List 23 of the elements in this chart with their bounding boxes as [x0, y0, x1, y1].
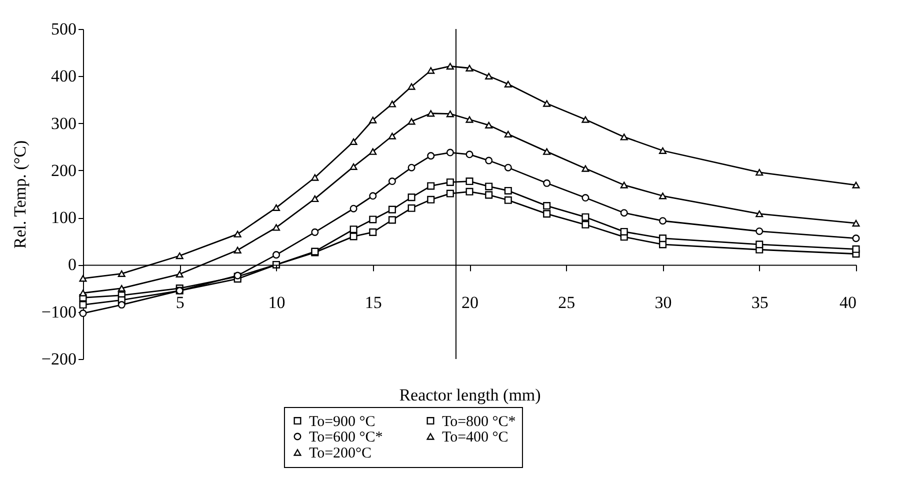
x-tick-label: 40: [840, 293, 856, 312]
y-tick-label: 400: [51, 66, 76, 86]
x-tick-label: 35: [751, 293, 768, 312]
y-tick-label: 300: [51, 114, 76, 133]
x-tick-label: 5: [176, 293, 184, 312]
y-tick-label: −100: [41, 302, 76, 322]
x-tick-label: 30: [654, 293, 672, 312]
legend-label: To=400 °C: [442, 430, 508, 446]
x-tick-label: 25: [558, 293, 576, 312]
y-tick-label: 100: [51, 208, 76, 228]
y-tick-label: −200: [41, 350, 76, 368]
y-tick-label: 500: [51, 20, 76, 38]
x-tick-label: 10: [268, 293, 286, 312]
legend-label: To=900 °C: [308, 414, 376, 430]
y-tick-label: 200: [51, 160, 76, 180]
y-tick-label: 0: [68, 255, 76, 274]
y-axis-title: Rel. Temp. (°C): [10, 140, 30, 249]
legend-label: To=200°C: [308, 446, 372, 462]
legend-label: To=800 °C*: [442, 414, 516, 430]
x-tick-label: 20: [462, 293, 478, 312]
x-tick-label: 15: [364, 293, 382, 312]
x-axis-title: Reactor length (mm): [399, 386, 541, 404]
legend-label: To=600 °C*: [308, 430, 383, 446]
